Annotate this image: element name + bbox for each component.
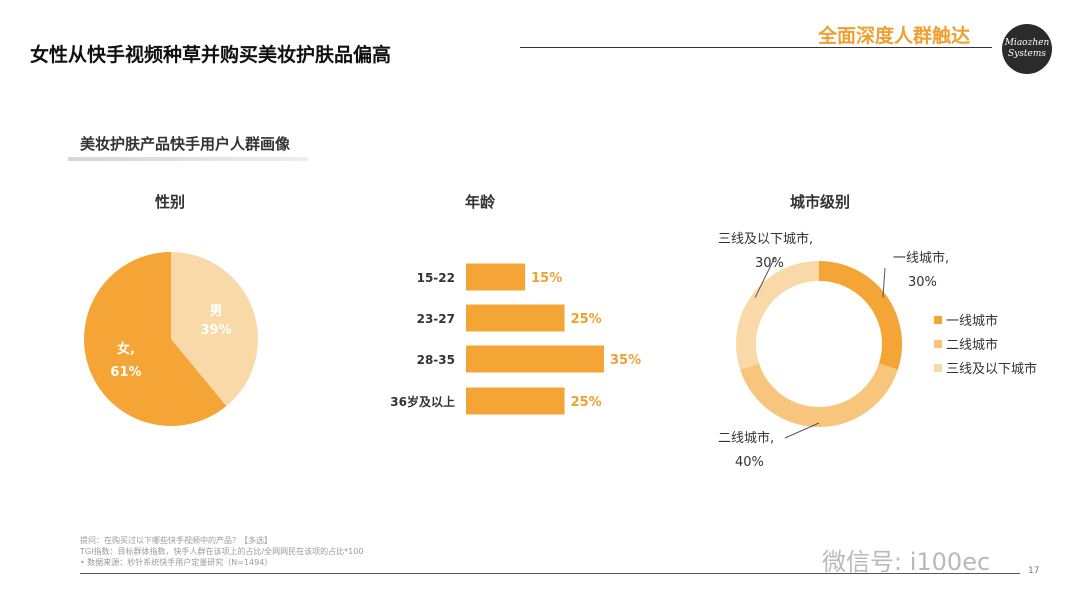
- legend-swatch: [934, 340, 942, 348]
- donut-leader-line: [754, 256, 776, 298]
- age-value-label: 15%: [531, 271, 562, 286]
- legend-item-tier2: 二线城市: [946, 337, 998, 353]
- donut-leader-line: [882, 267, 886, 298]
- donut-segment-tier2: [740, 363, 898, 427]
- pie-slice-male: [171, 252, 258, 407]
- pie-label-male: 男: [210, 304, 223, 319]
- logo-line-2: Systems: [1008, 49, 1046, 59]
- pie-slice-female: [83, 252, 227, 426]
- footnote-tgi: TGI指数：目标群体指数，快手人群在该项上的占比/全网网民在该项的占比*100: [80, 547, 364, 556]
- age-bar: [466, 304, 565, 332]
- pie-value-female: 61%: [110, 365, 141, 380]
- age-bar: [466, 387, 565, 415]
- footer-divider: [80, 573, 1020, 574]
- age-value-label: 35%: [610, 353, 641, 368]
- legend-item-tier1: 一线城市: [946, 313, 998, 329]
- wechat-watermark: 微信号: i100ec: [822, 548, 991, 576]
- city-donut-chart: 一线城市, 30% 二线城市, 40% 三线及以下城市, 30% 一线城市二线城市三线及以下…: [718, 231, 1037, 470]
- page-number: 17: [1028, 566, 1040, 576]
- donut-label-tier1: 一线城市,: [893, 250, 949, 266]
- donut-label-tier3: 三线及以下城市,: [718, 231, 813, 247]
- footnote-source: • 数据来源：秒针系统快手用户定量研究（N=1494）: [80, 558, 273, 567]
- donut-value-tier3: 30%: [755, 256, 784, 271]
- age-bar: [466, 263, 526, 291]
- age-chart-title: 年龄: [465, 193, 496, 211]
- legend-item-tier3: 三线及以下城市: [946, 361, 1037, 377]
- gender-pie-chart: 男 39% 女, 61%: [83, 252, 258, 426]
- company-logo: Miaozhen Systems: [1002, 24, 1052, 74]
- age-tick-label: 28-35: [417, 353, 455, 367]
- section-title: 美妆护肤产品快手用户人群画像: [80, 135, 291, 153]
- pie-value-male: 39%: [200, 323, 231, 338]
- age-tick-label: 23-27: [417, 312, 455, 326]
- donut-value-tier2: 40%: [735, 455, 764, 470]
- age-tick-label: 36岁及以上: [390, 394, 455, 409]
- age-value-label: 25%: [571, 312, 602, 327]
- donut-segment-tier3: [736, 261, 819, 370]
- header-tag: 全面深度人群触达: [818, 25, 971, 47]
- legend-swatch: [934, 316, 942, 324]
- donut-value-tier1: 30%: [908, 275, 937, 290]
- city-chart-title: 城市级别: [790, 193, 851, 211]
- header-divider: [520, 47, 992, 48]
- donut-label-tier2: 二线城市,: [718, 430, 774, 446]
- gender-chart-title: 性别: [155, 193, 186, 211]
- legend-swatch: [934, 364, 942, 372]
- page-title: 女性从快手视频种草并购买美妆护肤品偏高: [30, 44, 392, 66]
- donut-segment-tier1: [819, 261, 902, 370]
- age-tick-label: 15-22: [417, 271, 455, 285]
- pie-label-female: 女,: [117, 341, 135, 357]
- section-underline: [68, 157, 308, 161]
- footnote-question: 提问：在购买过以下哪些快手视频中的产品？【多选】: [80, 536, 272, 545]
- donut-leader-line: [784, 422, 820, 439]
- age-bar: [466, 345, 604, 373]
- age-value-label: 25%: [571, 395, 602, 410]
- age-bar-chart: 15-22 15% 23-27 25% 28-35 35% 36岁及以上 25%: [390, 263, 641, 415]
- logo-line-1: Miaozhen: [1004, 38, 1050, 48]
